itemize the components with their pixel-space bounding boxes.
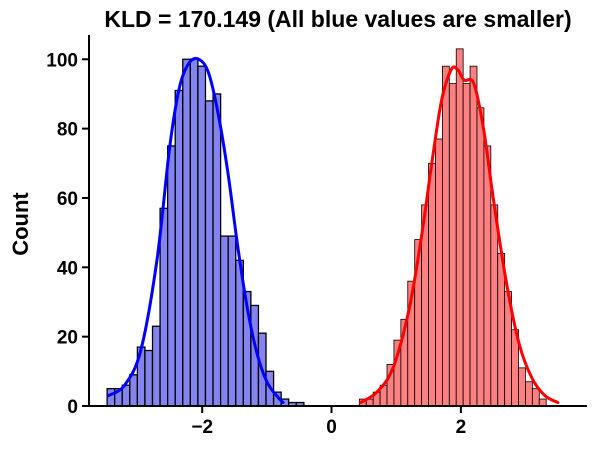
histogram-bar-series-2 <box>525 381 533 407</box>
histogram-bar-series-2 <box>490 204 499 407</box>
histogram-bar-series-2 <box>469 65 478 407</box>
histogram-bar-series-1 <box>227 235 237 407</box>
y-tick-label: 40 <box>57 258 78 279</box>
histogram-bar-series-1 <box>144 349 154 407</box>
histogram-bar-series-1 <box>166 145 176 407</box>
histogram-bar-series-2 <box>455 48 464 407</box>
histogram-bar-series-1 <box>197 65 207 407</box>
histogram-bar-series-2 <box>428 162 436 407</box>
histogram-bar-series-1 <box>106 388 116 407</box>
histogram-bar-series-2 <box>518 367 526 407</box>
y-tick-label: 0 <box>67 397 78 418</box>
histogram-bar-series-1 <box>212 93 222 407</box>
y-axis-label: Count <box>8 192 33 256</box>
x-tick-label: −2 <box>191 417 213 438</box>
histogram-bar-series-1 <box>182 58 191 407</box>
histogram-bar-series-1 <box>174 89 184 407</box>
histogram-bar-series-1 <box>204 100 214 407</box>
bars-layer <box>106 48 547 407</box>
histogram-bar-series-2 <box>448 83 457 407</box>
kde-layer <box>106 56 560 405</box>
y-tick-label: 60 <box>57 189 78 210</box>
histogram-bar-series-2 <box>435 138 443 407</box>
chart-title: KLD = 170.149 (All blue values are small… <box>104 6 571 32</box>
histogram-bar-series-1 <box>129 374 139 407</box>
kde-curve-series-1 <box>106 56 285 405</box>
histogram-bar-series-1 <box>219 235 229 407</box>
histogram-bar-series-2 <box>462 83 471 407</box>
histogram-bar-series-1 <box>189 58 199 407</box>
histogram-bar-series-1 <box>151 325 161 407</box>
x-tick-label: 0 <box>326 417 337 438</box>
histogram-bar-series-2 <box>476 107 485 407</box>
histogram-bar-series-2 <box>531 388 540 407</box>
histogram-bar-series-2 <box>441 65 450 407</box>
y-tick-label: 100 <box>46 50 78 71</box>
histogram-bar-series-2 <box>497 253 506 407</box>
y-tick-label: 20 <box>57 328 78 349</box>
histogram-bar-series-2 <box>483 145 492 407</box>
histogram-bar-series-2 <box>538 398 547 407</box>
kde-curve-series-2 <box>359 65 560 405</box>
x-tick-label: 2 <box>456 417 467 438</box>
y-tick-label: 80 <box>57 120 78 141</box>
